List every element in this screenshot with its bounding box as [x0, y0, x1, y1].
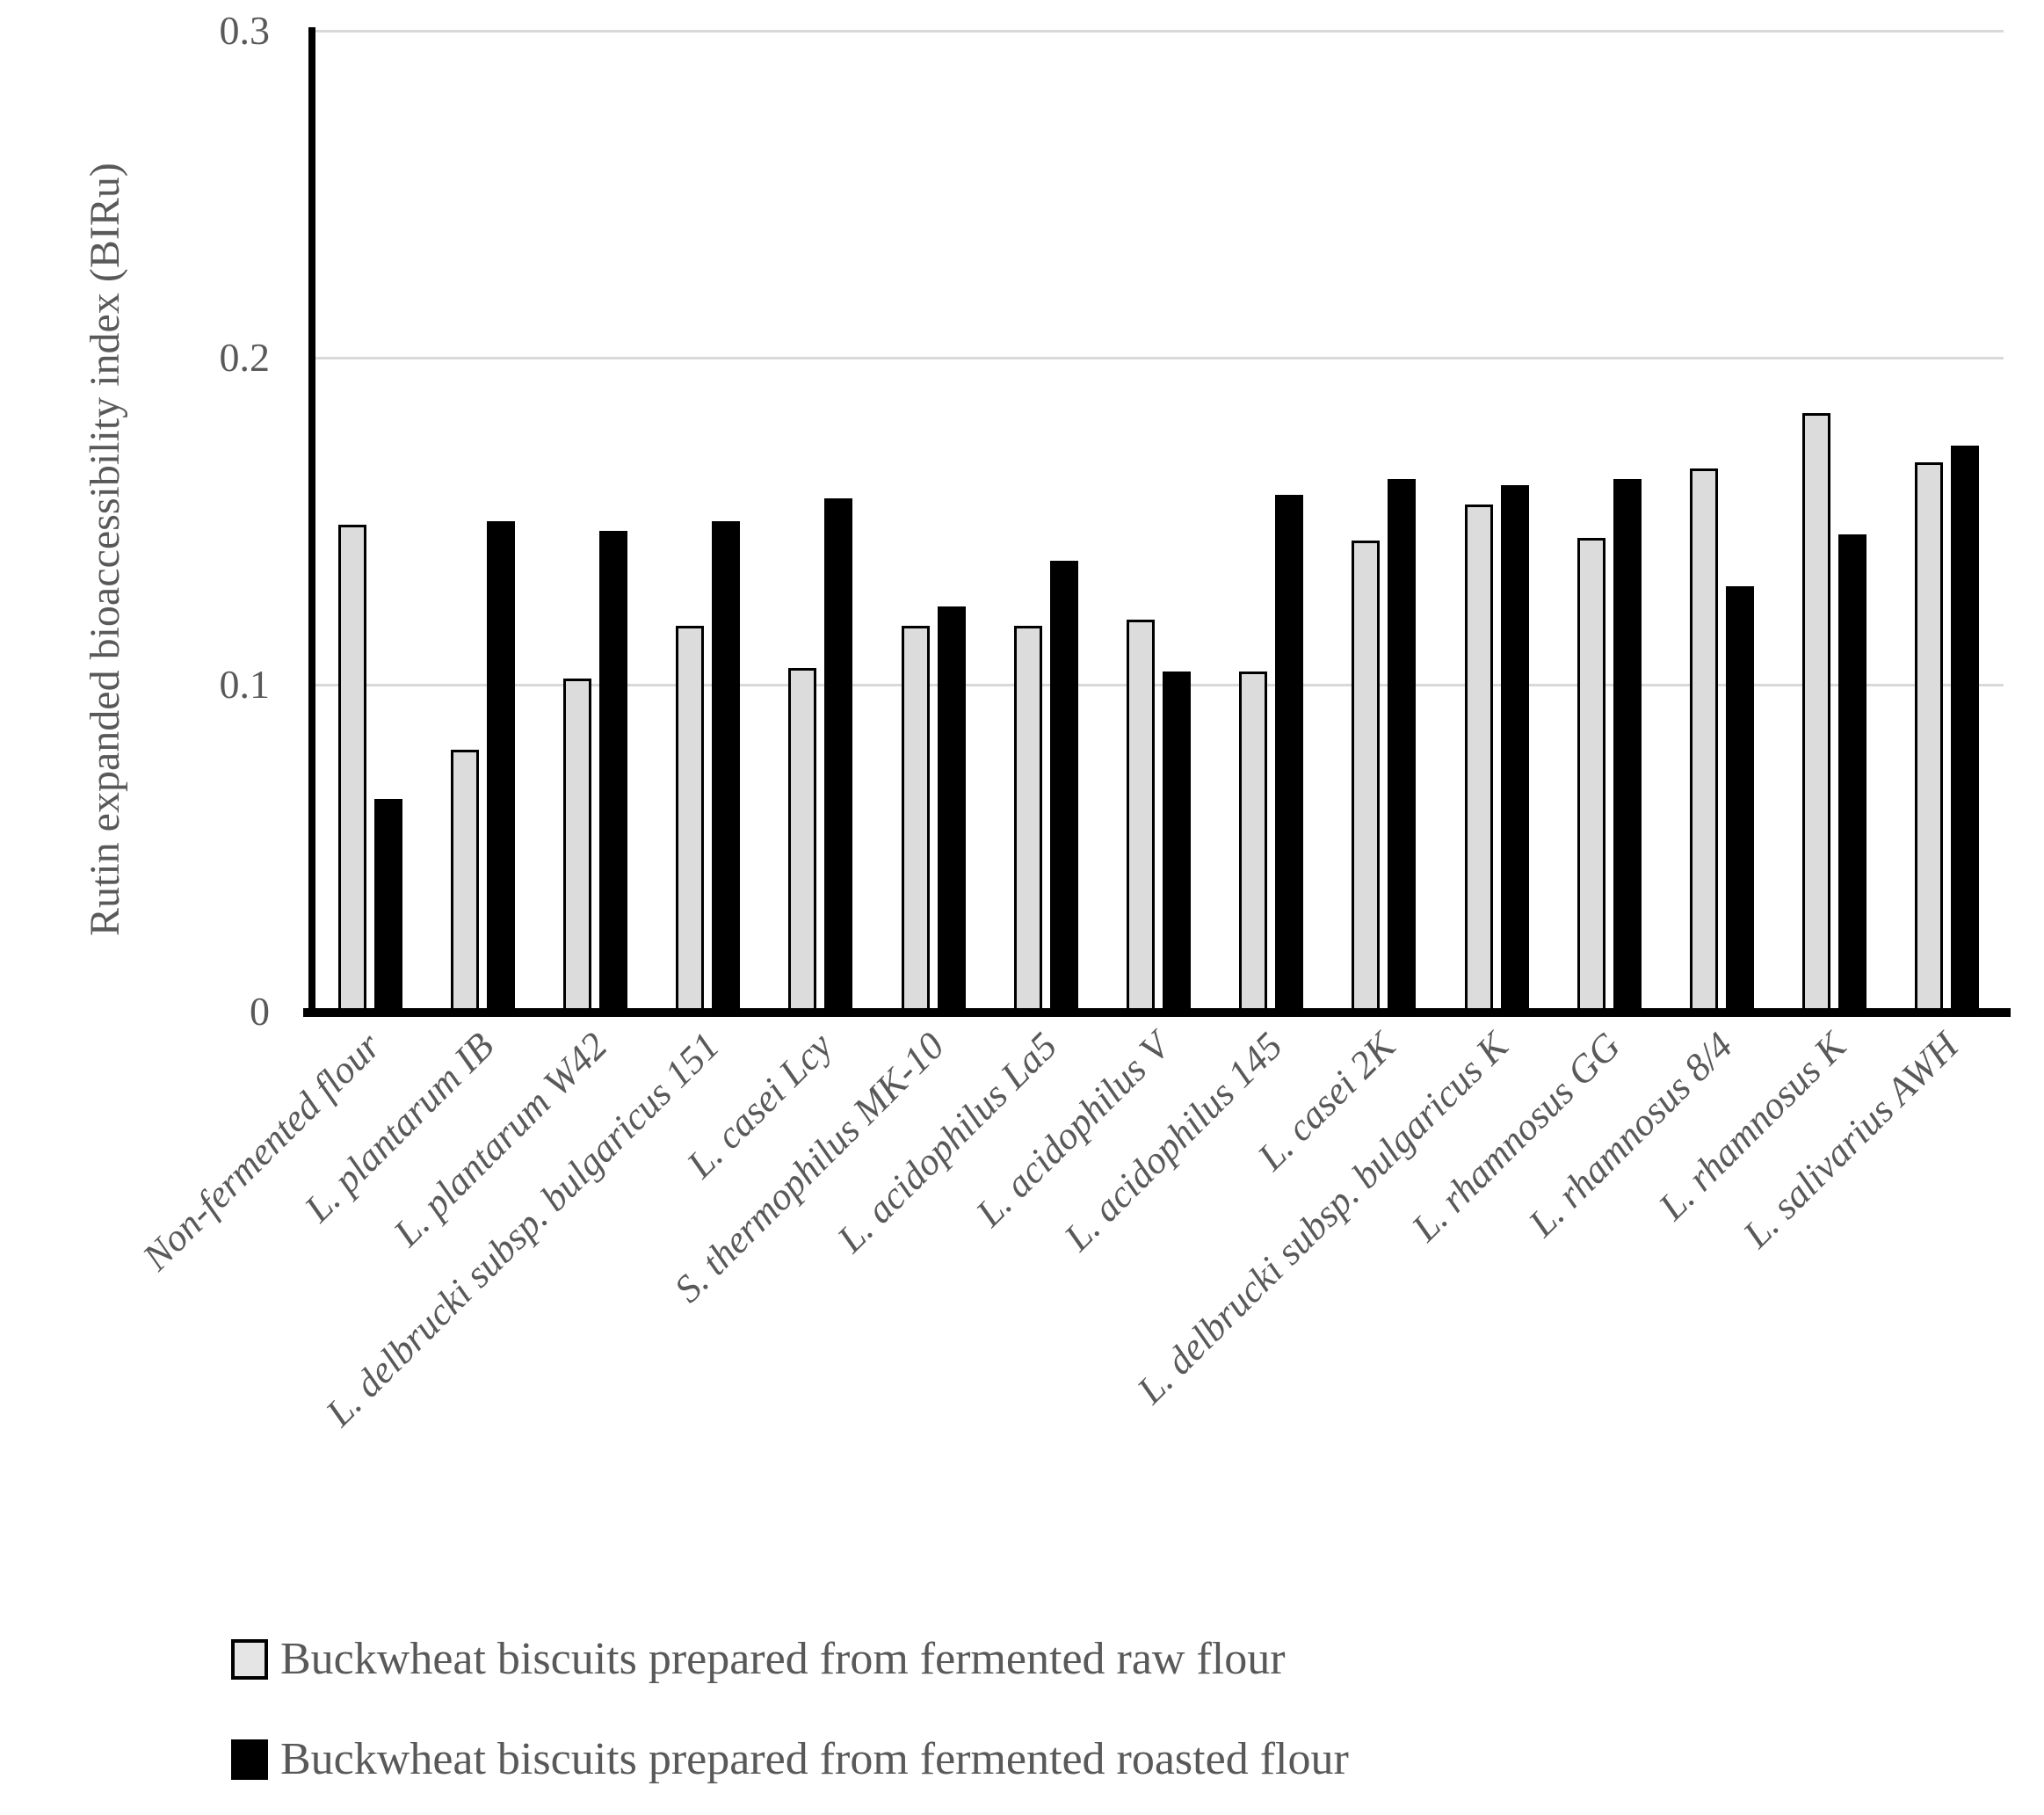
bar-roasted-14 — [1838, 534, 1866, 1012]
bar-roasted-8 — [1163, 672, 1191, 1012]
gridline-0.3 — [314, 30, 2004, 33]
bar-roasted-10 — [1388, 479, 1416, 1012]
bar-raw-8 — [1127, 620, 1155, 1012]
bar-roasted-11 — [1501, 485, 1529, 1012]
y-tick-label-0.2: 0.2 — [219, 335, 271, 380]
bar-raw-2 — [451, 750, 479, 1012]
x-category-label-8: L. acidophilus V — [968, 1024, 1178, 1235]
x-axis-line — [303, 1008, 2011, 1017]
bar-roasted-15 — [1951, 446, 1979, 1012]
y-tick-label-0: 0 — [250, 989, 270, 1034]
bar-raw-13 — [1690, 468, 1718, 1012]
bar-roasted-7 — [1050, 561, 1078, 1012]
bar-raw-5 — [788, 668, 816, 1012]
bar-roasted-12 — [1613, 479, 1642, 1012]
legend-label-roasted: Buckwheat biscuits prepared from ferment… — [280, 1733, 1349, 1784]
bar-raw-15 — [1915, 462, 1943, 1012]
bar-raw-6 — [902, 626, 930, 1012]
bar-roasted-2 — [487, 521, 515, 1012]
y-axis-title: Rutin expanded bioaccessibility index (B… — [82, 163, 128, 936]
bar-raw-14 — [1802, 413, 1830, 1012]
gridline-0.1 — [314, 684, 2004, 686]
bar-raw-11 — [1465, 505, 1493, 1012]
bar-raw-7 — [1014, 626, 1042, 1012]
y-tick-label-0.1: 0.1 — [219, 662, 271, 707]
bar-roasted-1 — [374, 799, 402, 1012]
bar-raw-3 — [563, 679, 591, 1012]
legend-swatch-raw — [231, 1638, 268, 1680]
y-tick-label-0.3: 0.3 — [219, 8, 271, 53]
bar-roasted-4 — [712, 521, 740, 1012]
gridline-0.2 — [314, 357, 2004, 359]
bar-raw-4 — [676, 626, 704, 1012]
legend-label-raw: Buckwheat biscuits prepared from ferment… — [280, 1634, 1286, 1684]
legend-swatch-roasted — [231, 1739, 268, 1780]
bar-roasted-3 — [599, 531, 627, 1012]
bar-raw-12 — [1577, 538, 1605, 1012]
bar-roasted-9 — [1275, 495, 1303, 1012]
legend-item-raw: Buckwheat biscuits prepared from ferment… — [231, 1633, 1349, 1686]
bar-raw-10 — [1352, 541, 1380, 1012]
bar-raw-9 — [1239, 672, 1267, 1012]
bar-roasted-5 — [824, 498, 852, 1012]
bar-raw-1 — [338, 525, 366, 1012]
bar-roasted-6 — [938, 606, 966, 1012]
legend-item-roasted: Buckwheat biscuits prepared from ferment… — [231, 1733, 1349, 1786]
legend: Buckwheat biscuits prepared from ferment… — [231, 1633, 1349, 1815]
x-category-label-12: L. rhamnosus GG — [1403, 1024, 1628, 1250]
y-axis-line — [308, 27, 315, 1017]
bar-roasted-13 — [1726, 586, 1754, 1012]
x-category-label-15: L. salivarius AWH — [1735, 1024, 1967, 1256]
x-category-label-13: L. rhamnosus 8/4 — [1519, 1024, 1741, 1245]
